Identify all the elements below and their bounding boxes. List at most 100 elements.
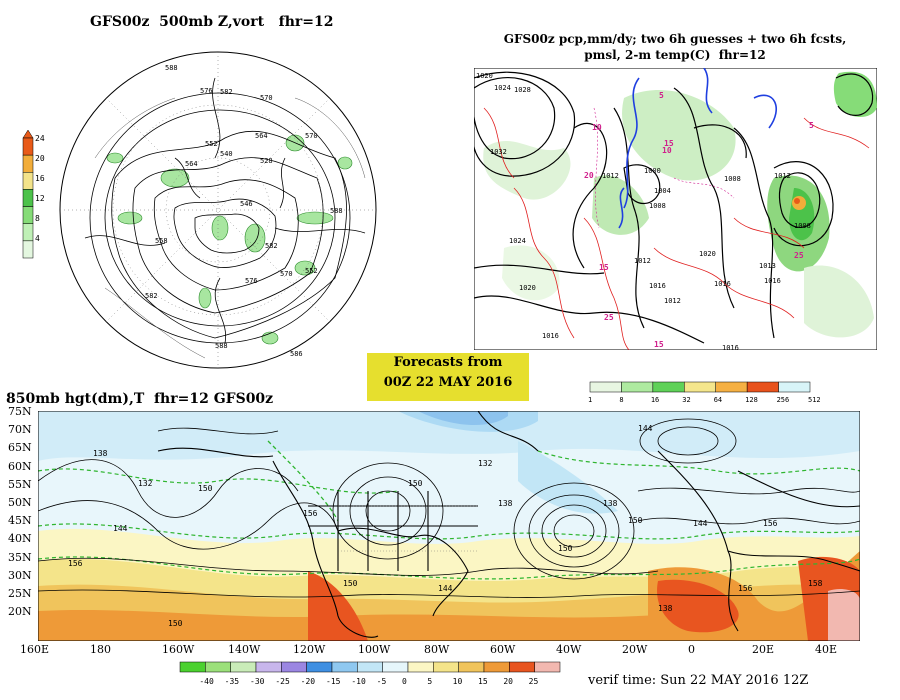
colorbar-850-tick: -15 (326, 677, 341, 686)
contour-label-500: 540 (220, 150, 233, 158)
contour-label-500: 564 (185, 160, 198, 168)
colorbar-850-tick: 5 (427, 677, 432, 686)
colorbar-850-swatch (281, 661, 307, 673)
colorbar-850-swatch (205, 661, 231, 673)
colorbar-850-tick: 20 (503, 677, 513, 686)
colorbar-500-swatch (22, 240, 34, 259)
temp-label: 5 (659, 91, 664, 100)
colorbar-850-swatch (534, 661, 561, 673)
panel-850mb-title: 850mb hgt(dm),T fhr=12 GFS00z (6, 391, 274, 407)
height-label-850: 150 (343, 579, 358, 588)
isobar-label: 1012 (602, 172, 619, 180)
colorbar-850-swatch (230, 661, 257, 673)
colorbar-500-tick: 12 (35, 194, 45, 203)
lon-label: 20E (752, 643, 775, 656)
lat-label: 55N (8, 477, 32, 491)
lat-label: 35N (8, 550, 32, 564)
colorbar-500-swatch (22, 137, 34, 156)
colorbar-850-swatch (483, 661, 510, 673)
colorbar-precip-tick: 512 (808, 396, 821, 404)
colorbar-precip-swatch (684, 381, 716, 393)
isobar-label: 1016 (764, 277, 781, 285)
colorbar-850-tick: -40 (199, 677, 214, 686)
height-label-850: 144 (113, 524, 128, 533)
colorbar-precip-swatch (778, 381, 811, 393)
contour-label-500: 570 (280, 270, 293, 278)
panel-500mb-colorbar: 24 20 16 12 8 4 (18, 129, 48, 265)
colorbar-850-swatch (433, 661, 459, 673)
colorbar-500-swatch (22, 223, 34, 242)
forecast-banner: Forecasts from 00Z 22 MAY 2016 (367, 353, 529, 401)
lon-label: 20W (622, 643, 648, 656)
colorbar-precip-tick: 256 (777, 396, 790, 404)
colorbar-850-tick: -10 (351, 677, 366, 686)
temp-label: 15 (664, 139, 674, 148)
contour-label-500: 546 (240, 200, 253, 208)
panel-precip-title-2: pmsl, 2-m temp(C) fhr=12 (584, 48, 766, 62)
banner-line-2: 00Z 22 MAY 2016 (383, 375, 513, 390)
colorbar-precip-tick: 64 (714, 396, 722, 404)
colorbar-precip-swatch (715, 381, 748, 393)
banner-line-1: Forecasts from (393, 355, 503, 370)
colorbar-850-tick: -20 (301, 677, 316, 686)
lon-label: 140W (228, 643, 261, 656)
colorbar-850-swatch (179, 661, 206, 673)
contour-label-500: 586 (290, 350, 303, 358)
height-label-850: 150 (628, 516, 643, 525)
isobar-label: 1016 (649, 282, 666, 290)
colorbar-850-swatches: -40 -35 -30 -25 -20 -15 -10 -5 0 5 10 15 20 25 (179, 661, 561, 686)
colorbar-precip-tick: 8 (619, 396, 623, 404)
height-label-850: 156 (738, 584, 753, 593)
contour-label-500: 558 (155, 237, 168, 245)
temp-label: 15 (654, 340, 664, 349)
panel-850mb-map: 138 132 150 144 156 138 150 144 132 138 144 150 156 1… (38, 411, 860, 641)
temp-label: 10 (662, 146, 672, 155)
contour-label-500: 552 (305, 267, 318, 275)
isobar-label: 1004 (654, 187, 671, 195)
colorbar-500-swatches (22, 129, 34, 259)
colorbar-500-arrow (22, 129, 34, 139)
colorbar-precip-swatch (746, 381, 779, 393)
temp-label: 10 (592, 123, 602, 132)
lon-label: 80W (424, 643, 450, 656)
colorbar-850-tick: -25 (275, 677, 290, 686)
height-label-850: 138 (603, 499, 618, 508)
temp-label: 25 (794, 251, 804, 260)
isobar-label: 1012 (634, 257, 651, 265)
lat-label: 40N (8, 532, 32, 546)
colorbar-precip-tick: 128 (745, 396, 758, 404)
colorbar-precip-tick: 16 (651, 396, 659, 404)
panel-850mb-colorbar: -40 -35 -30 -25 -20 -15 -10 -5 0 5 10 15 20 25 (150, 660, 590, 690)
height-label-850: 144 (638, 424, 653, 433)
height-label-850: 132 (478, 459, 493, 468)
lat-label: 45N (8, 514, 32, 528)
height-label-850: 158 (808, 579, 823, 588)
colorbar-850-swatch (331, 661, 358, 673)
contour-label-500: 528 (260, 157, 273, 165)
colorbar-850-tick: -5 (377, 677, 387, 686)
lon-label: 160E (20, 643, 50, 656)
colorbar-850-swatch (382, 661, 409, 673)
panel-precip-colorbar: 1 8 16 32 64 128 256 512 (560, 380, 860, 406)
colorbar-500-tick: 20 (35, 154, 45, 163)
temp-label: 25 (604, 313, 614, 322)
height-label-850: 138 (498, 499, 513, 508)
lat-label: 70N (8, 423, 32, 437)
isobar-label: 1028 (514, 86, 531, 94)
lat-label: 30N (8, 568, 32, 582)
colorbar-500-swatch (22, 206, 34, 224)
colorbar-850-swatch (509, 661, 535, 673)
colorbar-850-swatch (458, 661, 485, 673)
contour-label-500: 582 (220, 88, 233, 96)
colorbar-850-tick: 15 (478, 677, 488, 686)
contour-label-500: 582 (265, 242, 278, 250)
height-label-850: 150 (168, 619, 183, 628)
colorbar-precip-swatch (589, 381, 622, 393)
isobar-label: 1013 (759, 262, 776, 270)
temp-label: 20 (584, 171, 594, 180)
height-label-850: 150 (558, 544, 573, 553)
contour-label-500: 588 (215, 342, 228, 350)
lon-axis: 160E 180 160W 140W 120W 100W 80W 60W 40W 20W 0 20E 4… (20, 643, 880, 659)
